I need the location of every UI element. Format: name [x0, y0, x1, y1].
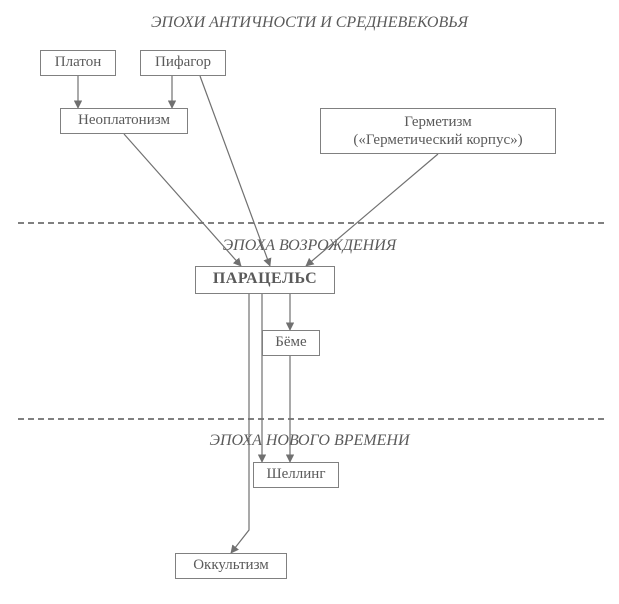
- era-title-antiquity: ЭПОХИ АНТИЧНОСТИ И СРЕДНЕВЕКОВЬЯ: [0, 14, 619, 32]
- node-platon: Платон: [40, 50, 116, 76]
- node-paracelsus: ПАРАЦЕЛЬС: [195, 266, 335, 294]
- node-pythagoras: Пифагор: [140, 50, 226, 76]
- era-divider-2: [18, 418, 604, 420]
- node-schelling: Шеллинг: [253, 462, 339, 488]
- node-neoplatonism: Неоплатонизм: [60, 108, 188, 134]
- node-boehme: Бёме: [262, 330, 320, 356]
- edge-paracelsus-to-occultism: [231, 294, 249, 553]
- edges-layer: [0, 0, 619, 604]
- node-hermetism-line1: Герметизм: [404, 114, 471, 130]
- diagram-stage: ЭПОХИ АНТИЧНОСТИ И СРЕДНЕВЕКОВЬЯ ЭПОХА В…: [0, 0, 619, 604]
- era-title-renaissance: ЭПОХА ВОЗРОЖДЕНИЯ: [0, 237, 619, 255]
- era-title-modern: ЭПОХА НОВОГО ВРЕМЕНИ: [0, 432, 619, 450]
- era-divider-1: [18, 222, 604, 224]
- node-occultism: Оккультизм: [175, 553, 287, 579]
- node-hermetism-line2: («Герметический корпус»): [353, 132, 522, 148]
- node-hermetism: Герметизм («Герметический корпус»): [320, 108, 556, 154]
